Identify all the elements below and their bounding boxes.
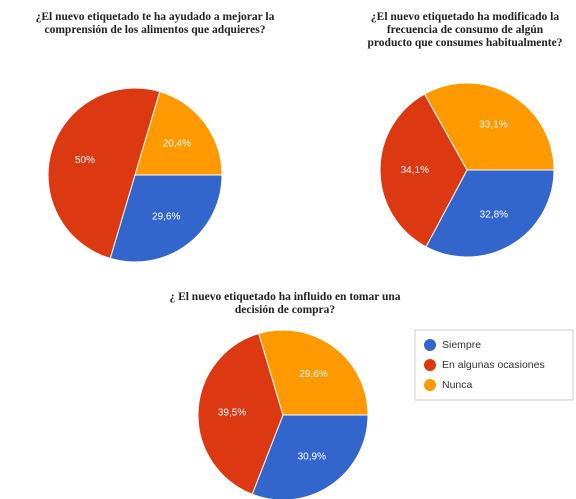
pie-slice: [109, 174, 223, 263]
pie-slice: [258, 329, 369, 416]
chart-title: ¿El nuevo etiquetado te ha ayudado a mej…: [36, 11, 275, 23]
pie-slice: [134, 90, 223, 176]
slice-label: 34,1%: [401, 165, 429, 176]
pie-slice: [379, 93, 468, 248]
pie-slice: [47, 87, 161, 260]
slice-label: 32,8%: [480, 209, 508, 220]
chart-title: ¿El nuevo etiquetado ha modificado la: [371, 11, 559, 23]
legend-label: Nunca: [442, 379, 473, 391]
legend-swatch: [424, 339, 436, 351]
chart-title: ¿ El nuevo etiquetado ha influido en tom…: [169, 291, 400, 303]
chart-title: decisión de compra?: [235, 304, 336, 316]
pie-slice: [425, 169, 555, 258]
legend-swatch: [424, 359, 436, 371]
pie-slice: [197, 332, 284, 495]
legend-swatch: [424, 379, 436, 391]
slice-label: 39,5%: [218, 408, 246, 419]
pie-slice: [423, 82, 555, 171]
slice-label: 20,4%: [163, 138, 191, 149]
slice-label: 50%: [75, 155, 95, 166]
legend-label: En algunas ocasiones: [442, 359, 545, 371]
chart-title: comprensión de los alimentos que adquier…: [45, 24, 266, 36]
slice-label: 29,6%: [152, 211, 180, 222]
legend-label: Siempre: [442, 339, 481, 351]
legend-box: [414, 329, 574, 401]
slice-label: 30,9%: [298, 452, 326, 463]
slice-label: 33,1%: [479, 120, 507, 131]
slice-label: 29,6%: [299, 369, 327, 380]
chart-title: producto que consumes habitualmente?: [368, 37, 563, 49]
chart-title: frecuencia de consumo de algún: [387, 24, 544, 36]
